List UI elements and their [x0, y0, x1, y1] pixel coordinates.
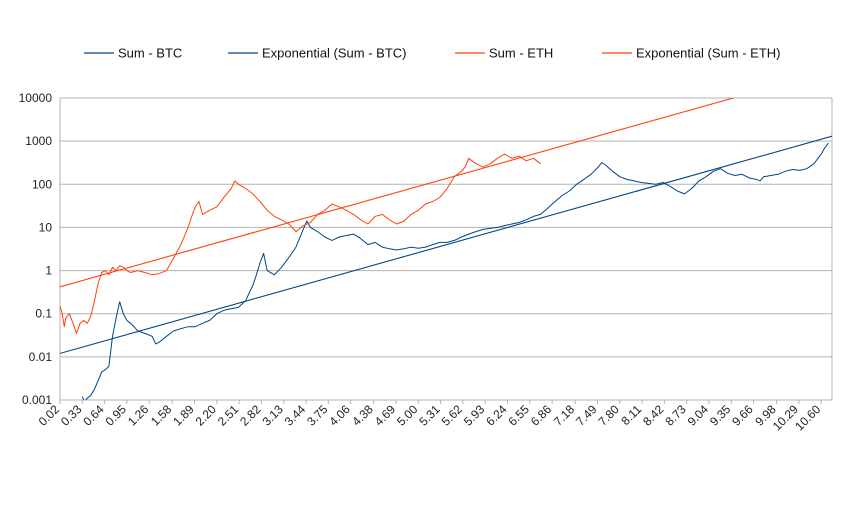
x-tick-label: 7.49	[573, 402, 600, 429]
y-tick-label: 10000	[19, 91, 53, 105]
x-tick-label: 9.35	[707, 402, 734, 429]
x-tick-label: 2.20	[193, 402, 220, 429]
x-tick-label: 3.75	[304, 402, 331, 429]
x-tick-label: 0.64	[80, 402, 107, 429]
legend-label: Sum - ETH	[489, 46, 553, 61]
x-tick-label: 8.73	[662, 402, 689, 429]
x-tick-label: 7.18	[551, 402, 578, 429]
x-tick-label: 6.55	[506, 402, 533, 429]
x-tick-label: 5.93	[461, 402, 488, 429]
series-line-2	[60, 153, 541, 334]
y-tick-label: 100	[32, 177, 52, 191]
x-tick-label: 6.86	[528, 402, 555, 429]
x-tick-label: 8.42	[640, 402, 667, 429]
x-tick-label: 1.89	[170, 402, 197, 429]
y-tick-label: 0.1	[35, 307, 52, 321]
x-tick-label: 4.06	[326, 402, 353, 429]
x-tick-label: 3.13	[259, 402, 286, 429]
x-tick-label: 3.44	[282, 402, 309, 429]
x-tick-label: 5.62	[439, 402, 466, 429]
y-tick-label: 0.001	[22, 393, 52, 407]
legend-label: Sum - BTC	[118, 46, 182, 61]
x-tick-label: 4.69	[372, 402, 399, 429]
x-tick-label: 10.60	[792, 402, 823, 433]
x-tick-label: 9.04	[685, 402, 712, 429]
x-tick-label: 1.26	[125, 402, 152, 429]
x-tick-label: 5.00	[394, 402, 421, 429]
trendline-1	[60, 135, 832, 354]
x-tick-label: 8.11	[618, 402, 644, 428]
legend-label: Exponential (Sum - ETH)	[636, 46, 781, 61]
y-tick-label: 1000	[25, 134, 52, 148]
x-tick-label: 9.66	[729, 402, 756, 429]
y-tick-label: 0.01	[29, 350, 53, 364]
x-tick-label: 6.24	[483, 402, 510, 429]
trendline-3	[60, 98, 734, 288]
x-tick-label: 4.38	[349, 402, 376, 429]
legend-label: Exponential (Sum - BTC)	[262, 46, 407, 61]
x-tick-label: 0.95	[103, 402, 130, 429]
x-tick-label: 1.58	[148, 402, 175, 429]
x-tick-label: 0.33	[58, 402, 85, 429]
x-tick-label: 2.51	[215, 402, 242, 429]
x-tick-label: 7.80	[595, 402, 622, 429]
x-tick-label: 2.82	[237, 402, 264, 429]
x-tick-label: 5.31	[416, 402, 443, 429]
series-line-0	[81, 142, 829, 400]
y-tick-label: 10	[39, 220, 53, 234]
y-tick-label: 1	[45, 264, 52, 278]
